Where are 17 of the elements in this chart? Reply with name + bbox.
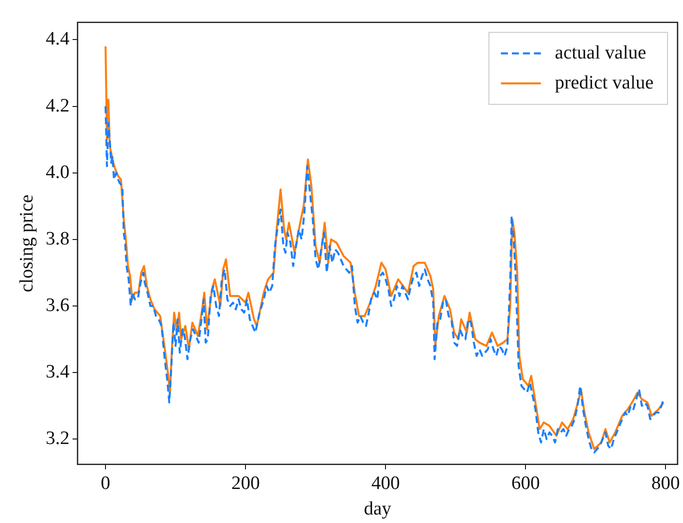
x-tick-label: 600 (511, 472, 540, 494)
y-axis-title: closing price (16, 194, 38, 292)
y-tick-label: 3.8 (46, 228, 70, 250)
y-tick-label: 3.4 (46, 362, 70, 383)
y-tick-label: 3.6 (46, 294, 70, 316)
y-tick-label: 3.2 (46, 428, 70, 450)
x-tick-label: 0 (100, 472, 110, 494)
x-axis-title: day (364, 498, 392, 520)
x-tick-label: 400 (371, 472, 400, 494)
x-tick-label: 200 (231, 472, 260, 494)
y-tick-label: 4.4 (46, 28, 70, 50)
legend-label: predict value (554, 72, 654, 94)
line-series (104, 105, 665, 454)
x-tick-label: 800 (651, 472, 680, 494)
y-tick-label: 4.2 (46, 95, 70, 116)
y-tick-label: 4.0 (46, 162, 70, 183)
legend-label: actual value (554, 42, 646, 64)
